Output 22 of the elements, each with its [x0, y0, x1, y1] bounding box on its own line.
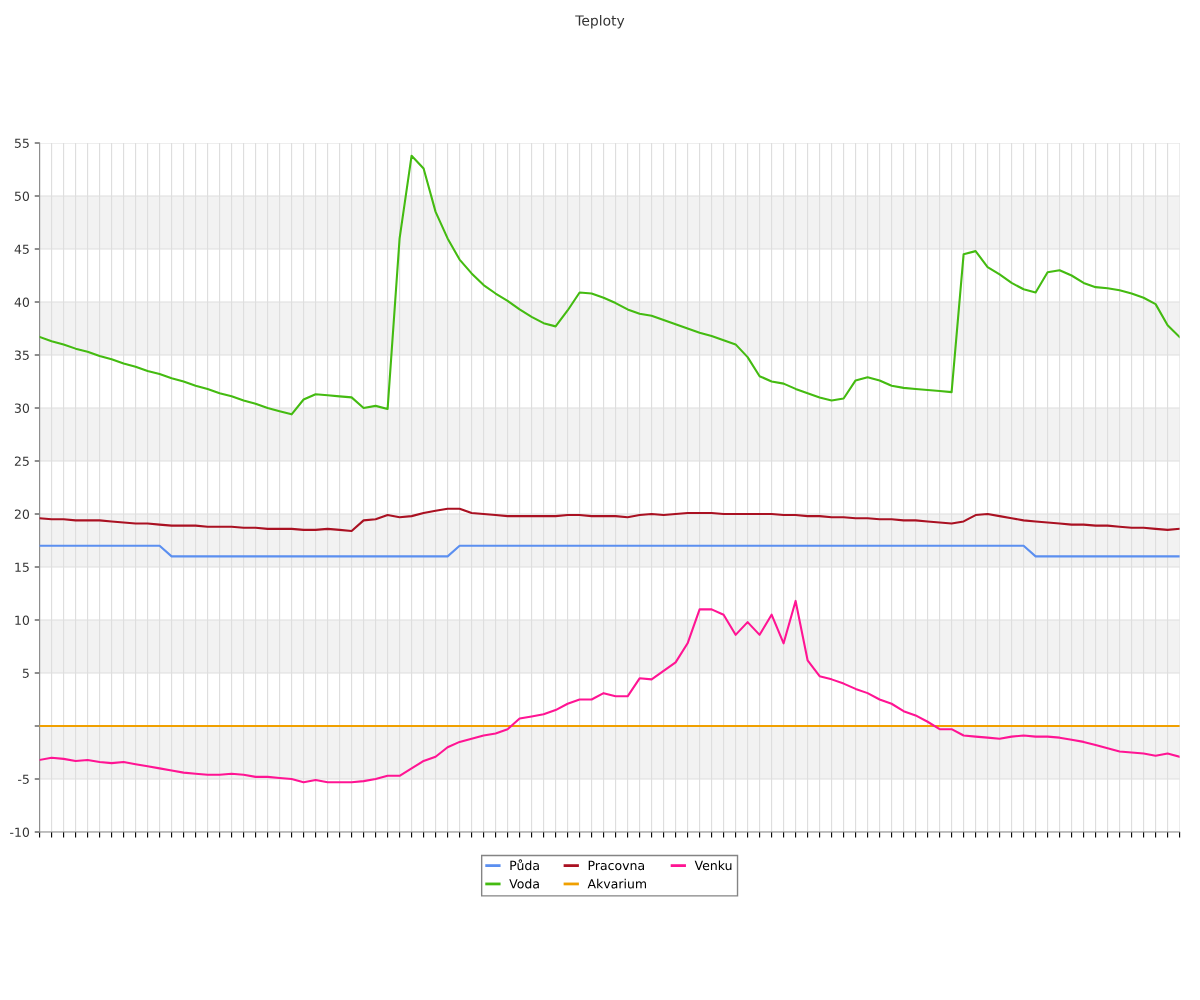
y-tick-label: 30: [14, 403, 30, 413]
y-tick-label: 50: [14, 191, 30, 201]
legend-label: Pracovna: [588, 860, 644, 871]
y-tick-label: 55: [14, 138, 29, 148]
chart-title: Teploty: [575, 15, 625, 29]
y-tick-label: 15: [15, 562, 29, 572]
y-tick-label: 20: [14, 509, 30, 519]
y-tick-label: -10: [10, 827, 30, 837]
y-tick-label: -5: [18, 774, 29, 784]
y-tick-label: 5: [22, 668, 29, 678]
legend-label: Voda: [509, 878, 539, 889]
y-tick-label: 40: [14, 297, 30, 307]
legend-label: Venku: [694, 860, 732, 871]
y-tick-label: 10: [15, 615, 30, 625]
legend-label: Půda: [510, 859, 539, 871]
y-tick-label: 35: [14, 350, 29, 360]
line-series: [39, 507, 1180, 532]
line-series: [39, 154, 1180, 416]
legend-label: Akvarium: [587, 878, 646, 889]
y-tick-label: 45: [14, 244, 29, 254]
line-series: [39, 599, 1180, 784]
y-tick-label: 25: [14, 456, 29, 466]
